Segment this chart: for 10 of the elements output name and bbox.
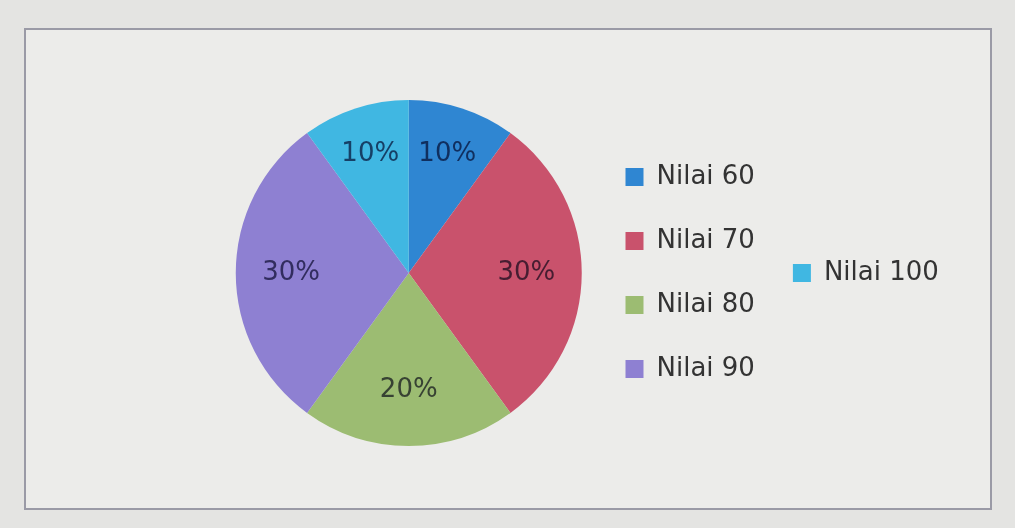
data-label: 10% [418,137,477,168]
legend-label: Nilai 70 [656,223,755,254]
legend-label: Nilai 100 [823,255,939,286]
data-label: 30% [262,255,321,286]
legend-label: Nilai 90 [656,351,755,382]
data-label: 30% [497,255,556,286]
legend-label: Nilai 60 [656,159,755,190]
data-label: 20% [379,373,438,404]
legend-label: Nilai 80 [656,287,755,318]
data-label: 10% [341,137,400,168]
